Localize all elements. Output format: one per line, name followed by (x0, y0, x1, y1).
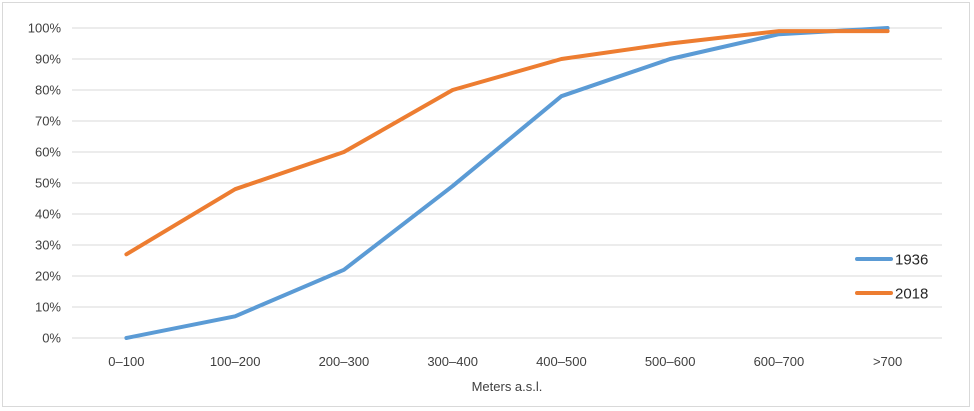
series-line-2018 (124, 29, 890, 257)
series-lines (124, 26, 890, 340)
y-tick-label: 80% (35, 83, 61, 98)
y-tick-label: 70% (35, 114, 61, 129)
y-tick-label: 50% (35, 176, 61, 191)
y-tick-label: 100% (28, 21, 62, 36)
y-tick-label: 40% (35, 207, 61, 222)
y-tick-label: 20% (35, 269, 61, 284)
legend-label: 2018 (895, 286, 928, 303)
y-tick-label: 0% (42, 331, 61, 346)
y-tick-label: 10% (35, 300, 61, 315)
legend: 1936 2018 (855, 252, 928, 303)
x-tick-label: 200–300 (319, 354, 370, 369)
grid-lines (72, 27, 942, 308)
y-tick-label: 30% (35, 238, 61, 253)
x-tick-label: 100–200 (210, 354, 261, 369)
series-line-1936 (124, 26, 890, 340)
y-tick-label: 60% (35, 145, 61, 160)
x-tick-label: 600–700 (754, 354, 805, 369)
x-tick-label: 300–400 (427, 354, 478, 369)
chart-frame (2, 2, 970, 407)
y-axis-tick-labels: 0% 10% 20% 30% 40% 50% 60% 70% 80% 90% 100% (28, 21, 62, 346)
y-tick-label: 90% (35, 52, 61, 67)
x-tick-label: >700 (873, 354, 902, 369)
x-axis-tick-labels: 0–100 100–200 200–300 300–400 400–500 500–600… (108, 354, 902, 369)
x-tick-label: 0–100 (108, 354, 144, 369)
x-tick-label: 500–600 (645, 354, 696, 369)
x-tick-label: 400–500 (536, 354, 587, 369)
x-axis-title: Meters a.s.l. (472, 379, 543, 394)
legend-label: 1936 (895, 252, 928, 269)
